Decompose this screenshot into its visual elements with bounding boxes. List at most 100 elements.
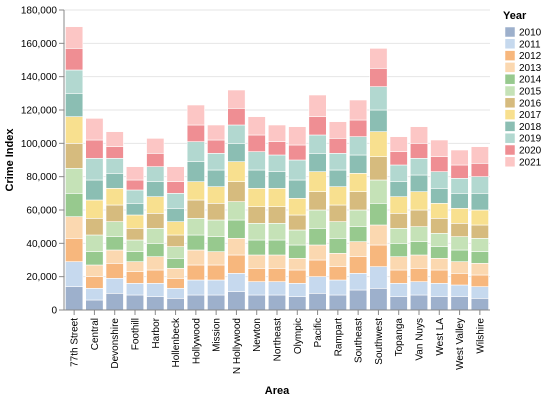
bar-segment xyxy=(186,218,205,236)
bar-segment xyxy=(227,124,246,144)
bar-segment xyxy=(369,109,388,132)
bar-segment xyxy=(288,214,307,231)
bar-segment xyxy=(125,261,145,272)
bar-segment xyxy=(267,254,287,269)
bar-segment xyxy=(409,191,429,211)
bar-segment xyxy=(369,156,388,181)
x-tick-label: Mission xyxy=(212,318,223,352)
bar-segment xyxy=(186,161,205,182)
bar-segment xyxy=(328,186,347,206)
x-tick-label: Central xyxy=(90,318,101,350)
bar-segment xyxy=(105,173,124,189)
bar-segment xyxy=(186,279,205,296)
x-tick-label: 77th Street xyxy=(70,318,81,367)
bar-segment xyxy=(166,298,185,311)
bar-segment xyxy=(409,126,429,144)
x-tick-label: Van Nuys xyxy=(415,318,426,361)
bar-segment xyxy=(288,198,307,216)
bar-segment xyxy=(328,121,347,139)
bar-segment xyxy=(85,288,104,301)
bar-segment xyxy=(409,241,429,256)
bar-segment xyxy=(267,239,287,256)
bar-stack xyxy=(288,126,307,311)
bar-segment xyxy=(308,293,327,311)
bar-segment xyxy=(146,213,165,229)
bar-segment xyxy=(207,251,226,266)
bar-segment xyxy=(308,276,327,294)
bar-segment xyxy=(409,281,429,296)
bar-stack xyxy=(227,89,246,311)
bar-segment xyxy=(166,278,185,289)
bar-segment xyxy=(85,179,104,201)
legend-label: 2013 xyxy=(519,63,542,74)
bar-segment xyxy=(349,226,368,242)
bar-segment xyxy=(166,258,185,269)
y-tick-label: 180,000 xyxy=(21,6,58,17)
bar-segment xyxy=(267,281,287,296)
y-axis-title: Crime Index xyxy=(4,128,16,192)
bar-segment xyxy=(288,126,307,146)
bar-segment xyxy=(146,181,165,197)
bar-segment xyxy=(85,139,104,159)
bar-segment xyxy=(389,283,408,297)
bar-segment xyxy=(146,283,165,297)
bar-segment xyxy=(186,181,205,201)
bar-segment xyxy=(65,286,84,311)
bar-segment xyxy=(450,164,469,179)
bar-segment xyxy=(349,99,368,121)
bar-segment xyxy=(389,256,408,271)
bar-segment xyxy=(328,221,347,239)
bar-segment xyxy=(207,139,226,154)
bar-stack xyxy=(430,139,449,311)
bar-segment xyxy=(247,169,266,189)
legend-label: 2010 xyxy=(519,28,542,39)
y-tick-label: 100,000 xyxy=(21,139,58,150)
bar-segment xyxy=(267,171,287,189)
bar-segment xyxy=(430,171,449,189)
bar-segment xyxy=(166,166,185,182)
bar-segment xyxy=(105,221,124,237)
bar-segment xyxy=(409,174,429,192)
axes: 0 20,000 40,000 60,000 80,000 100,000 120,000 1… xyxy=(21,6,490,374)
bar-stack xyxy=(186,104,205,311)
bar-segment xyxy=(227,273,246,292)
bar-segment xyxy=(389,243,408,257)
bar-segment xyxy=(470,163,489,177)
bar-segment xyxy=(85,158,104,181)
bar-segment xyxy=(308,209,327,229)
bar-segment xyxy=(65,69,84,94)
bar-segment xyxy=(105,249,124,264)
bar-segment xyxy=(328,238,347,254)
bar-segment xyxy=(267,141,287,156)
bar-segment xyxy=(470,176,489,194)
bar-segment xyxy=(85,251,104,266)
bar-segment xyxy=(470,263,489,276)
bar-segment xyxy=(308,244,327,261)
bar-segment xyxy=(125,228,145,241)
bar-segment xyxy=(125,251,145,262)
bar-segment xyxy=(349,209,368,227)
bar-segment xyxy=(328,169,347,187)
x-tick-label: Olympic xyxy=(293,318,304,354)
bar-segment xyxy=(166,234,185,247)
bar-segment xyxy=(65,143,84,169)
y-tick-label: 160,000 xyxy=(21,39,58,50)
bar-segment xyxy=(328,253,347,267)
bar-segment xyxy=(470,193,489,211)
bar-stack xyxy=(125,166,145,311)
bar-segment xyxy=(450,284,469,297)
bar-segment xyxy=(430,246,449,259)
bar-segment xyxy=(470,224,489,239)
bar-segment xyxy=(328,266,347,281)
y-tick-label: 60,000 xyxy=(26,206,57,217)
bar-segment xyxy=(430,218,449,234)
bar-segment xyxy=(369,179,388,204)
bar-segment xyxy=(430,156,449,172)
bar-segment xyxy=(430,296,449,311)
bar-segment xyxy=(146,256,165,271)
bar-segment xyxy=(409,268,429,282)
bar-stack xyxy=(349,99,368,311)
bar-stack xyxy=(247,116,266,311)
bar-segment xyxy=(369,203,388,226)
